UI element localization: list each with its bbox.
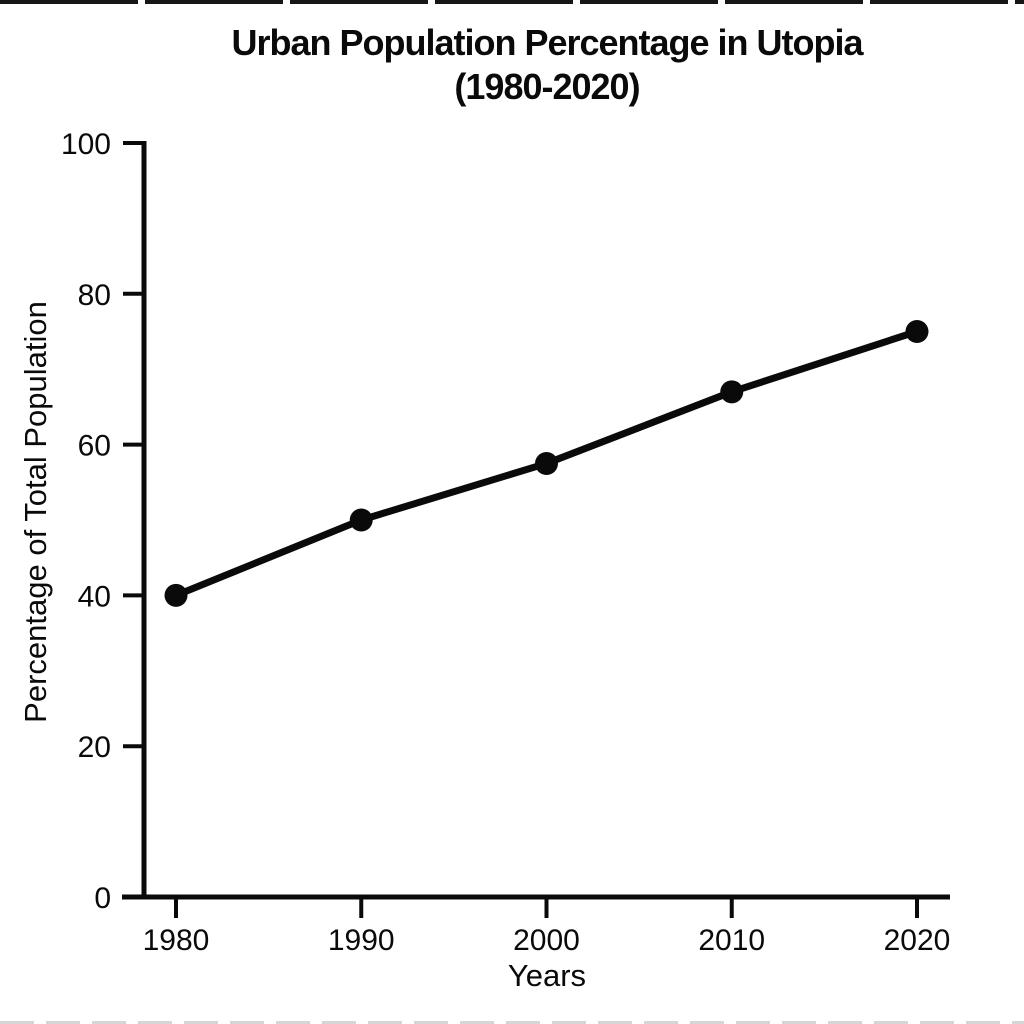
x-tick-label: 2010 (698, 924, 765, 957)
data-point (720, 380, 744, 404)
x-axis-label: Years (507, 958, 587, 993)
data-point (535, 451, 558, 475)
x-tick-label: 2000 (513, 924, 580, 957)
chart-title: Urban Population Percentage in Utopia (231, 22, 863, 63)
data-point (349, 508, 373, 532)
y-tick-label: 0 (94, 882, 111, 915)
y-tick-label: 100 (61, 128, 111, 161)
x-tick-label: 1980 (143, 924, 210, 957)
top-edge-artifact (0, 0, 1024, 4)
x-tick-label: 2020 (884, 924, 951, 957)
y-tick-label: 80 (78, 279, 111, 312)
bottom-edge-artifact (0, 1021, 1024, 1024)
x-tick-label: 1990 (328, 924, 395, 957)
data-point (164, 583, 188, 607)
y-tick-label: 20 (78, 731, 111, 764)
y-tick-label: 60 (78, 430, 111, 463)
chart-subtitle: (1980-2020) (454, 66, 640, 107)
data-point (905, 320, 929, 343)
y-tick-label: 40 (78, 580, 111, 613)
